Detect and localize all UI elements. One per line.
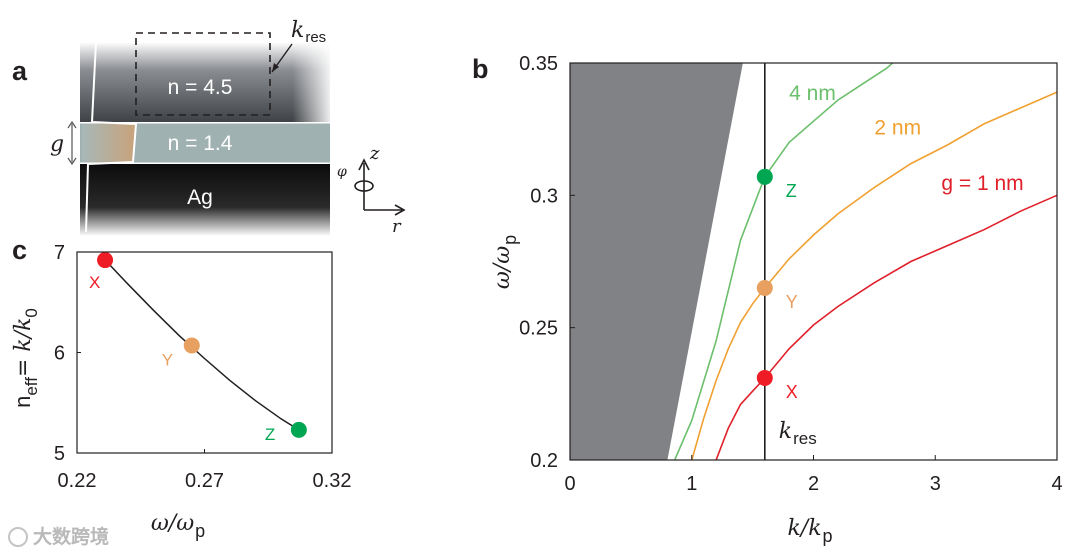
b-xtick-label: 2 <box>808 473 819 495</box>
silver-substrate <box>80 164 330 236</box>
layer-label-high-index: n = 4.5 <box>168 76 233 99</box>
c-xtick-label: 0.22 <box>58 470 97 492</box>
layer-label-gap: n = 1.4 <box>168 132 233 155</box>
b-xtick-label: 0 <box>564 473 575 495</box>
c-neff-curve <box>104 259 300 431</box>
b-marker-label-y: Y <box>786 292 798 312</box>
c-marker-label-z: Z <box>265 425 275 444</box>
b-marker-label-x: X <box>786 382 798 402</box>
r-axis-label: r <box>392 216 402 237</box>
gap-resonance-region <box>82 123 136 163</box>
b-x-axis-label: k/kp <box>787 516 832 546</box>
gap-symbol: g <box>50 132 64 157</box>
b-marker-x <box>756 369 773 386</box>
panel-label-a: a <box>12 56 28 86</box>
b-xtick-label: 3 <box>930 473 941 495</box>
b-series-label-1nm: g = 1 nm <box>941 172 1023 195</box>
watermark: 大数跨境 <box>8 525 109 548</box>
c-marker-x <box>97 252 114 269</box>
layer-label-silver: Ag <box>187 186 213 209</box>
c-plot-frame <box>76 251 333 454</box>
c-ticks: 0.22 0.27 0.32 5 6 7 <box>54 242 352 492</box>
b-ytick-label: 0.35 <box>519 53 558 75</box>
watermark-text: 大数跨境 <box>33 525 109 548</box>
r-axis-arrowhead <box>394 204 406 216</box>
c-ytick-label: 7 <box>54 242 65 264</box>
panel-b: b Z Y X 0 1 2 3 4 0.2 0.25 0.3 0.35 kres k/kp ω/ωp… <box>472 53 1063 546</box>
b-series-line-2 <box>715 194 1057 460</box>
gap-arrow-down <box>67 157 77 166</box>
panel-label-c: c <box>12 235 27 265</box>
c-ytick-label: 6 <box>54 343 65 365</box>
b-ytick-label: 0.25 <box>519 318 558 340</box>
watermark-logo-icon <box>8 527 28 547</box>
panel-label-b: b <box>472 54 489 84</box>
b-xtick-label: 1 <box>686 473 697 495</box>
b-ytick-label: 0.3 <box>530 185 558 207</box>
b-marker-y <box>756 279 773 296</box>
c-y-axis-label: neff= k/k0 <box>10 308 41 408</box>
phi-label: φ <box>337 164 347 180</box>
b-light-cone-region <box>570 63 743 460</box>
b-series-label-2nm: 2 nm <box>874 116 921 139</box>
c-marker-y <box>183 337 200 354</box>
b-markers: Z Y X <box>756 168 798 402</box>
b-xtick-label: 4 <box>1051 473 1062 495</box>
c-xtick-label: 0.32 <box>313 470 352 492</box>
kres-dashed-box <box>135 32 271 116</box>
resonator-outline <box>85 41 138 233</box>
z-axis-label: z <box>369 143 380 164</box>
panel-a: a kres n = 4.5 n = 1.4 Ag g <box>12 18 406 237</box>
b-series-line-0 <box>673 63 894 460</box>
c-marker-label-y: Y <box>162 350 173 369</box>
phi-rotation-arrow <box>354 180 374 192</box>
c-marker-label-x: X <box>89 273 100 292</box>
kres-arrowhead <box>272 63 279 72</box>
z-axis-arrowhead <box>358 158 370 171</box>
b-plot-frame <box>569 62 1058 461</box>
c-marker-z <box>290 421 307 438</box>
b-kres-label: kres <box>779 419 817 448</box>
b-marker-z <box>756 168 773 185</box>
gap-arrow-up <box>67 120 77 129</box>
c-ytick-label: 5 <box>54 443 65 465</box>
c-markers: X Y Z <box>89 252 307 444</box>
kres-label-a: kres <box>291 18 326 46</box>
b-series <box>673 63 1057 460</box>
c-x-axis-label: ω/ωp <box>151 511 205 541</box>
b-ytick-label: 0.2 <box>530 450 558 472</box>
axes-triad: z r φ <box>337 143 406 237</box>
b-ticks: 0 1 2 3 4 0.2 0.25 0.3 0.35 <box>519 53 1063 495</box>
b-series-label-4nm: 4 nm <box>789 82 836 105</box>
b-y-axis-label: ω/ωp <box>490 235 520 289</box>
b-series-line-1 <box>691 91 1057 460</box>
resonator-edge-fade <box>80 42 330 122</box>
panel-c: c 0.22 0.27 0.32 5 6 7 X Y Z ω/ωp neff= k/k0 <box>10 235 351 541</box>
b-marker-label-z: Z <box>786 181 797 201</box>
c-xtick-label: 0.27 <box>185 470 224 492</box>
